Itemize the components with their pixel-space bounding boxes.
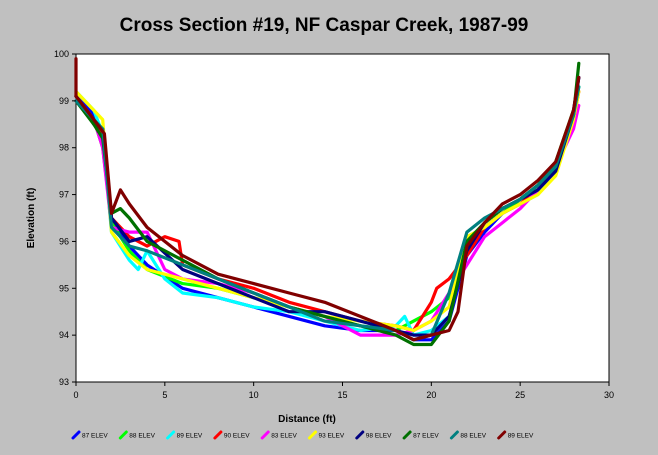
tick-layer: 0 5 10 15 20 25 30 93 94 95 96 97 98 99 100 xyxy=(54,49,614,400)
legend-swatch xyxy=(402,430,412,440)
legend-swatch xyxy=(166,430,176,440)
legend-swatch xyxy=(118,430,128,440)
y-tick-label: 99 xyxy=(59,96,69,106)
y-tick-label: 100 xyxy=(54,49,69,59)
legend-label: 87 ELEV xyxy=(413,433,439,440)
legend-swatch xyxy=(71,430,81,440)
legend-label: 83 ELEV xyxy=(271,433,297,440)
y-tick-label: 94 xyxy=(59,330,69,340)
chart-title: Cross Section #19, NF Caspar Creek, 1987… xyxy=(120,15,529,36)
legend-label: 93 ELEV xyxy=(319,433,345,440)
legend: 87 ELEV 88 ELEV 89 ELEV 90 ELEV 83 ELEV 93 EL… xyxy=(71,430,534,440)
series-line-10 xyxy=(74,57,581,342)
x-tick-label: 20 xyxy=(426,390,436,400)
y-axis-label: Elevation (ft) xyxy=(26,188,37,249)
y-tick-label: 97 xyxy=(59,190,69,200)
y-tick-label: 98 xyxy=(59,143,69,153)
legend-label: 98 ELEV xyxy=(366,433,392,440)
series-line-9 xyxy=(74,85,581,342)
legend-label: 87 ELEV xyxy=(82,433,108,440)
legend-swatch xyxy=(260,430,270,440)
y-tick-label: 96 xyxy=(59,236,69,246)
y-tick-label: 95 xyxy=(59,283,69,293)
x-tick-label: 30 xyxy=(604,390,614,400)
series-layer xyxy=(74,57,581,347)
legend-swatch xyxy=(449,430,459,440)
x-axis-label: Distance (ft) xyxy=(278,414,336,425)
legend-label: 88 ELEV xyxy=(460,433,486,440)
legend-label: 90 ELEV xyxy=(224,433,250,440)
x-tick-label: 5 xyxy=(162,390,167,400)
plot-area xyxy=(75,53,610,383)
legend-swatch xyxy=(497,430,507,440)
series-line-5 xyxy=(74,99,581,337)
x-tick-label: 15 xyxy=(337,390,347,400)
legend-label: 89 ELEV xyxy=(508,433,534,440)
x-tick-label: 0 xyxy=(73,390,78,400)
legend-swatch xyxy=(308,430,317,440)
x-tick-label: 10 xyxy=(249,390,259,400)
legend-swatch xyxy=(213,430,223,440)
legend-swatch xyxy=(355,430,365,440)
legend-label: 89 ELEV xyxy=(177,433,203,440)
y-tick-label: 93 xyxy=(59,377,69,387)
legend-label: 88 ELEV xyxy=(129,433,155,440)
x-tick-label: 25 xyxy=(515,390,525,400)
